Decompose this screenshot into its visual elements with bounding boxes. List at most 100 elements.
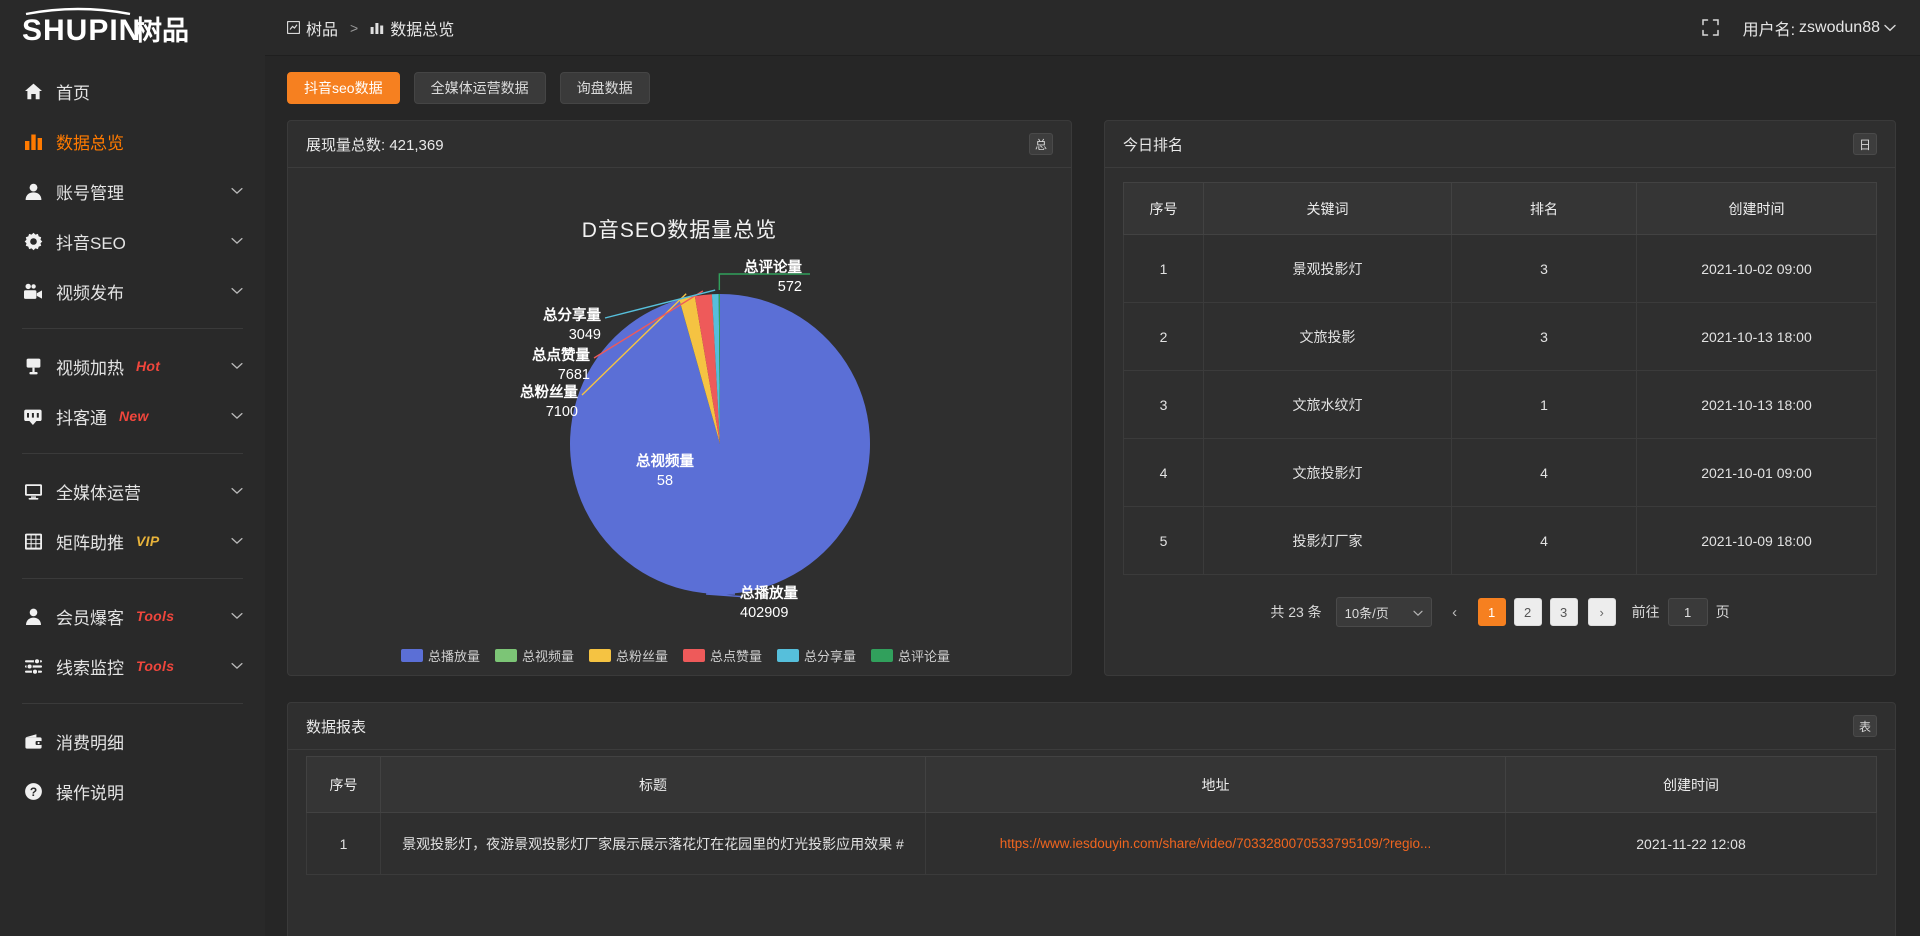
table-row[interactable]: 1 景观投影灯 3 2021-10-02 09:00: [1123, 234, 1877, 303]
chevron-down-icon[interactable]: [231, 235, 243, 247]
report-url-link[interactable]: https://www.iesdouyin.com/share/video/70…: [999, 836, 1432, 851]
legend-item-总分享量[interactable]: 总分享量: [777, 646, 856, 665]
pie-label-name-总分享量: 总分享量: [543, 306, 601, 324]
legend-swatch: [683, 649, 705, 662]
sidebar-item-label: 抖客通: [56, 408, 107, 428]
sidebar-badge-hot: Hot: [136, 358, 161, 374]
sidebar-item-抖音SEO[interactable]: 抖音SEO: [0, 216, 265, 266]
legend-label: 总评论量: [898, 649, 951, 664]
pie-slice-总视频量[interactable]: [678, 299, 720, 444]
report-col-地址: 地址: [925, 756, 1506, 813]
sidebar-item-label: 线索监控: [56, 658, 124, 678]
legend-item-总点赞量[interactable]: 总点赞量: [683, 646, 762, 665]
pagination-page-1[interactable]: 1: [1477, 598, 1506, 626]
goto-page-input[interactable]: [1667, 598, 1708, 626]
tab-询盘数据[interactable]: 询盘数据: [559, 72, 650, 104]
user-icon: [22, 180, 44, 202]
report-table-body: 1 景观投影灯，夜游景观投影灯厂家展示展示落花灯在花园里的灯光投影应用效果 # ht…: [306, 812, 1877, 875]
chevron-down-icon[interactable]: [231, 610, 243, 622]
tab-bar: 抖音seo数据 全媒体运营数据 询盘数据: [287, 72, 1896, 104]
chevron-down-icon[interactable]: [231, 360, 243, 372]
table-row[interactable]: 3 文旅水纹灯 1 2021-10-13 18:00: [1123, 370, 1877, 439]
impressions-total-text: 展现量总数: 421,369: [306, 136, 444, 154]
legend-item-总评论量[interactable]: 总评论量: [871, 646, 950, 665]
pie-label-value-总点赞量: 7681: [557, 367, 589, 383]
user-label: 用户名:: [1742, 21, 1796, 39]
rank-cell-index: 1: [1123, 234, 1204, 303]
breadcrumb-item-root[interactable]: 树品: [287, 16, 338, 40]
tab-全媒体运营数据[interactable]: 全媒体运营数据: [413, 72, 546, 104]
report-cell-url: https://www.iesdouyin.com/share/video/70…: [925, 812, 1506, 875]
pie-slice-总粉丝量[interactable]: [678, 296, 720, 444]
breadcrumb-item-current[interactable]: 数据总览: [370, 16, 454, 40]
table-row[interactable]: 5 投影灯厂家 4 2021-10-09 18:00: [1123, 506, 1877, 575]
sidebar-item-数据总览[interactable]: 数据总览: [0, 116, 265, 166]
sidebar-divider: [22, 453, 243, 454]
report-panel-header: 数据报表 表: [288, 703, 1895, 750]
chart-panel-header: 展现量总数: 421,369 总: [288, 121, 1071, 168]
sidebar-item-抖客通[interactable]: 抖客通 New: [0, 391, 265, 441]
rank-range-toggle[interactable]: 日: [1853, 133, 1877, 155]
sidebar-item-label: 视频发布: [56, 283, 124, 303]
svg-text:?: ?: [29, 785, 36, 799]
report-panel-body: 序号 标题 地址 创建时间 1 景观投影灯，夜游景观投影灯厂家展示展示落花灯在花园里的灯…: [288, 750, 1895, 936]
rank-cell-keyword: 文旅投影灯: [1203, 438, 1452, 507]
legend-item-总粉丝量[interactable]: 总粉丝量: [588, 646, 668, 665]
sidebar-item-操作说明[interactable]: ? 操作说明: [0, 766, 265, 816]
report-view-toggle[interactable]: 表: [1853, 715, 1877, 737]
sidebar-item-会员爆客[interactable]: 会员爆客 Tools: [0, 591, 265, 641]
chevron-down-icon[interactable]: [231, 660, 243, 672]
breadcrumb-root-label: 树品: [306, 21, 339, 39]
pie-chart[interactable]: 总播放量 402909 总视频量 58 总粉丝量 7100 总点赞量 7681 总分享量 3049…: [320, 244, 1040, 634]
chart-range-toggle[interactable]: 总: [1029, 133, 1053, 155]
brand-logo[interactable]: SHUPIN 树品: [0, 0, 265, 56]
sidebar-item-矩阵助推[interactable]: 矩阵助推 VIP: [0, 516, 265, 566]
legend-item-总播放量[interactable]: 总播放量: [400, 646, 480, 665]
pie-slice-总播放量[interactable]: [569, 294, 870, 594]
sidebar-item-视频加热[interactable]: 视频加热 Hot: [0, 341, 265, 391]
pagination-page-3[interactable]: 3: [1549, 598, 1578, 626]
rank-panel-header: 今日排名 日: [1105, 121, 1895, 168]
sidebar-item-label: 操作说明: [56, 783, 124, 803]
sidebar-item-label: 会员爆客: [56, 608, 124, 628]
chevron-down-icon[interactable]: [231, 410, 243, 422]
breadcrumb-current-label: 数据总览: [390, 21, 455, 39]
sidebar-item-视频发布[interactable]: 视频发布: [0, 266, 265, 316]
pie-slice-总点赞量[interactable]: [694, 294, 720, 444]
pie-chart-area: 总播放量 402909 总视频量 58 总粉丝量 7100 总点赞量 7681 总分享量 3049…: [306, 244, 1053, 644]
fullscreen-icon[interactable]: [1701, 19, 1719, 36]
chevron-down-icon[interactable]: [231, 185, 243, 197]
user-menu[interactable]: 用户名: zswodun88: [1743, 16, 1896, 40]
sidebar-item-全媒体运营[interactable]: 全媒体运营: [0, 466, 265, 516]
chevron-down-icon[interactable]: [231, 535, 243, 547]
table-row[interactable]: 1 景观投影灯，夜游景观投影灯厂家展示展示落花灯在花园里的灯光投影应用效果 # ht…: [306, 812, 1877, 875]
legend-swatch: [588, 649, 611, 662]
pie-label-value-总视频量: 58: [656, 473, 672, 489]
pie-label-name-总视频量: 总视频量: [636, 452, 694, 470]
sidebar-item-账号管理[interactable]: 账号管理: [0, 166, 265, 216]
sidebar-item-label: 矩阵助推: [56, 533, 124, 553]
sidebar-item-消费明细[interactable]: 消费明细: [0, 716, 265, 766]
page-size-select[interactable]: 10条/页: [1335, 597, 1432, 627]
pagination-next-button[interactable]: ›: [1587, 598, 1616, 626]
sidebar-badge-tools: Tools: [136, 658, 175, 674]
tab-抖音seo数据[interactable]: 抖音seo数据: [287, 72, 400, 104]
sidebar-item-线索监控[interactable]: 线索监控 Tools: [0, 641, 265, 691]
pagination-page-2[interactable]: 2: [1513, 598, 1542, 626]
report-col-序号: 序号: [306, 756, 381, 813]
legend-label: 总点赞量: [710, 649, 763, 664]
chevron-down-icon[interactable]: [231, 285, 243, 297]
table-row[interactable]: 2 文旅投影 3 2021-10-13 18:00: [1123, 302, 1877, 371]
rank-cell-time: 2021-10-09 18:00: [1636, 506, 1877, 575]
table-row[interactable]: 4 文旅投影灯 4 2021-10-01 09:00: [1123, 438, 1877, 507]
rank-cell-keyword: 文旅投影: [1203, 302, 1452, 371]
grid-icon: [22, 530, 44, 552]
legend-item-总视频量[interactable]: 总视频量: [494, 646, 574, 665]
chevron-down-icon[interactable]: [231, 485, 243, 497]
pagination-prev-button[interactable]: ‹: [1452, 603, 1458, 621]
member-icon: [22, 605, 44, 627]
report-panel-title: 数据报表: [306, 718, 367, 736]
sidebar-item-首页[interactable]: 首页: [0, 66, 265, 116]
pie-slice-总分享量[interactable]: [711, 294, 720, 444]
